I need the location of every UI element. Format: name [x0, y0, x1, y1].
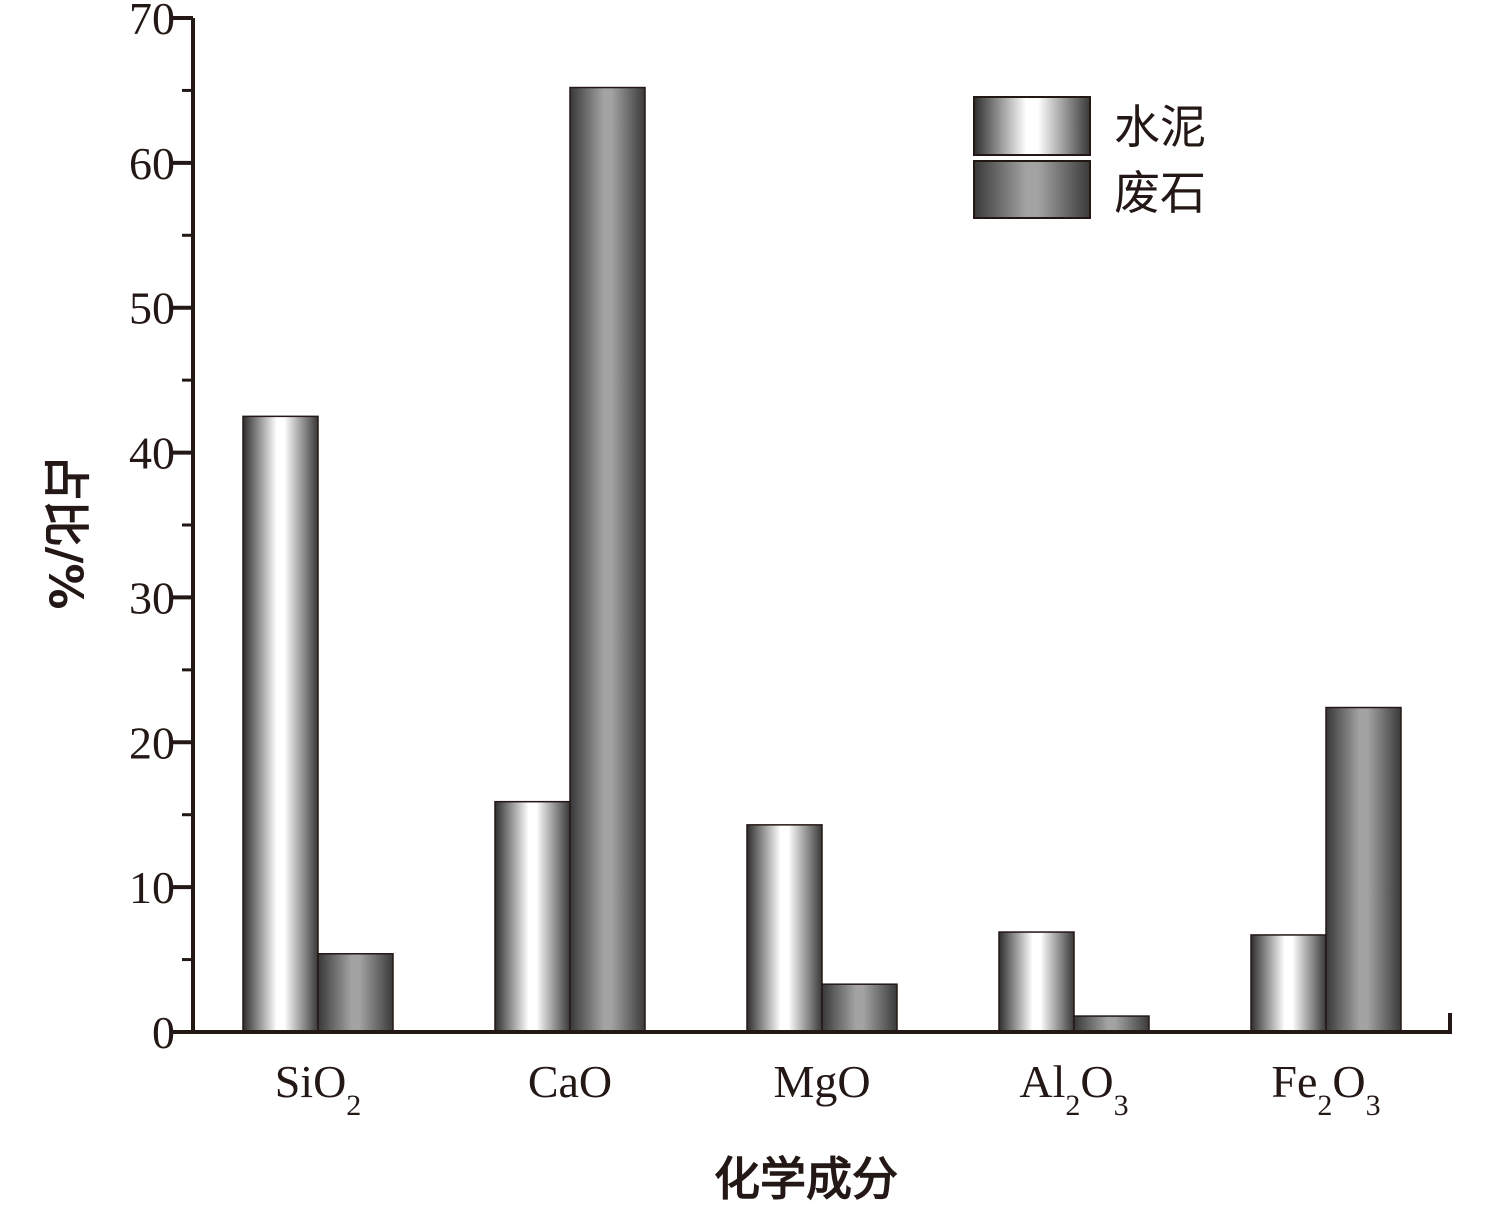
x-axis-title: 化学成分 — [714, 1152, 898, 1205]
y-tick-label: 20 — [129, 717, 175, 768]
y-tick-label: 10 — [129, 862, 175, 913]
x-tick-label-text: SiO — [275, 1056, 347, 1107]
legend-label-series-2: 废石 — [1114, 166, 1206, 220]
bar-series-2-fe2o3 — [1325, 706, 1402, 1033]
x-labels-group: SiO2 CaO MgO Al2O3 Fe2O3 — [275, 1056, 1381, 1122]
x-tick-label: CaO — [528, 1056, 612, 1107]
bar-series-2-cao — [569, 86, 646, 1033]
legend-label-series-1: 水泥 — [1114, 100, 1206, 154]
x-tick-label-subscript: 3 — [1366, 1089, 1381, 1122]
x-tick-label-text: CaO — [528, 1056, 612, 1107]
bar-series-2-al2o3 — [1073, 1015, 1150, 1033]
bar-series-1-al2o3 — [998, 931, 1075, 1033]
bar-series-1-cao — [494, 800, 571, 1033]
legend-swatch-series-1 — [973, 96, 1091, 156]
x-tick-label-text: O — [1080, 1056, 1113, 1107]
y-tick-label: 40 — [129, 428, 175, 479]
bar-series-1-mgo — [746, 824, 823, 1033]
y-axis-title: 占比/% — [39, 455, 93, 610]
y-tick-label: 30 — [129, 572, 175, 623]
y-tick-label: 70 — [129, 0, 175, 44]
bar-series-1-sio — [242, 415, 319, 1033]
y-tick-label: 0 — [152, 1007, 175, 1058]
x-tick-label-text: MgO — [773, 1056, 870, 1107]
x-tick-label-subscript: 3 — [1114, 1089, 1129, 1122]
y-tick-label: 60 — [129, 138, 175, 189]
x-tick-label-text: O — [1332, 1056, 1365, 1107]
x-tick-label-subscript: 2 — [1065, 1089, 1080, 1122]
bar-series-1-fe2o3 — [1250, 934, 1327, 1033]
legend-swatch-series-2 — [973, 160, 1091, 219]
x-tick-label: Fe2O3 — [1271, 1056, 1380, 1122]
x-tick-label-subscript: 2 — [346, 1089, 361, 1122]
bars-group — [242, 86, 1402, 1033]
x-tick-label: MgO — [773, 1056, 870, 1107]
x-tick-label: SiO2 — [275, 1056, 362, 1122]
x-tick-label: Al2O3 — [1019, 1056, 1128, 1122]
y-tick-label: 50 — [129, 283, 175, 334]
x-tick-label-subscript: 2 — [1317, 1089, 1332, 1122]
y-ticks-group: 0 10 20 30 40 50 60 70 — [129, 0, 193, 1058]
bar-series-2-sio — [317, 953, 394, 1033]
x-tick-label-text: Al — [1019, 1056, 1065, 1107]
legend: 水泥 废石 — [973, 96, 1206, 220]
x-tick-label-text: Fe — [1271, 1056, 1317, 1107]
bar-series-2-mgo — [821, 983, 898, 1033]
